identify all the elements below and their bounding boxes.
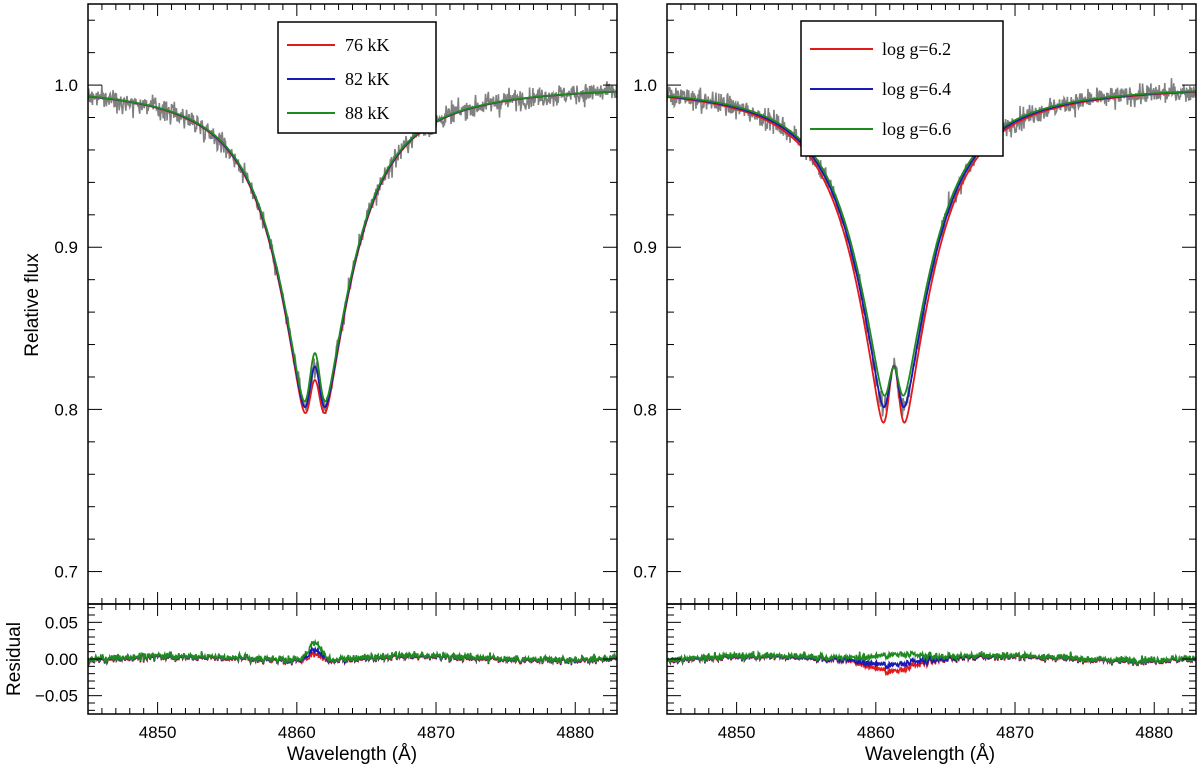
y-tick-label-1-2: 0.9: [633, 238, 657, 257]
y-tick-label-1-1: 0.8: [633, 400, 657, 419]
plot-area-1: [667, 78, 1196, 424]
y-tick-label-0-0: 0.7: [54, 563, 78, 582]
residual-line-3-2: [667, 649, 1196, 666]
x-tick-label-2-0: 4850: [139, 723, 177, 742]
y-tick-label-1-0: 0.7: [633, 563, 657, 582]
legend-left-label-3: 88 kK: [345, 103, 390, 123]
x-tick-label-3-0: 4850: [718, 723, 756, 742]
x-tick-label-3-3: 4880: [1135, 723, 1173, 742]
legend-left-label-1: 76 kK: [345, 35, 390, 55]
residual-line-2-2: [88, 638, 617, 666]
model-line-1-2: [667, 90, 1196, 397]
panels: 0.7 0.8 0.9 1.0 0.7 0.8 0.9 1.0 4850 4860 4870 4880…: [35, 3, 1197, 742]
left-xlabel: Wavelength (Å): [287, 744, 417, 765]
legend-left-label-2: 82 kK: [345, 69, 390, 89]
x-tick-label-2-2: 4870: [417, 723, 455, 742]
y-tick-label-0-1: 0.8: [54, 400, 78, 419]
legend-right: log g=6.2 log g=6.4 log g=6.6: [800, 20, 1004, 157]
y-tick-label-0-3: 1.0: [54, 76, 78, 95]
y-tick-label-2-0: −0.05: [35, 687, 78, 706]
y-tick-label-0-2: 0.9: [54, 238, 78, 257]
legend-left: 76 kK 82 kK 88 kK: [277, 21, 437, 134]
legend-left-box: [277, 21, 437, 134]
x-tick-label-3-1: 4860: [857, 723, 895, 742]
legend-right-label-1: log g=6.2: [882, 39, 951, 59]
right-xlabel: Wavelength (Å): [865, 744, 995, 765]
y-tick-label-2-2: 0.05: [45, 613, 78, 632]
legend-right-label-3: log g=6.6: [882, 119, 951, 139]
model-line-0-2: [88, 90, 617, 403]
x-tick-label-2-3: 4880: [556, 723, 594, 742]
y-tick-label-1-3: 1.0: [633, 76, 657, 95]
left-ylabel: Relative flux: [22, 253, 43, 357]
residual-area-2: [88, 638, 617, 667]
x-tick-label-2-1: 4860: [278, 723, 316, 742]
legend-right-label-2: log g=6.4: [882, 79, 951, 99]
residual-area-3: [667, 649, 1196, 677]
x-tick-label-3-2: 4870: [996, 723, 1034, 742]
plot-area-0: [88, 81, 617, 415]
left-residual-ylabel: Residual: [4, 622, 25, 696]
y-tick-label-2-1: 0.00: [45, 650, 78, 669]
